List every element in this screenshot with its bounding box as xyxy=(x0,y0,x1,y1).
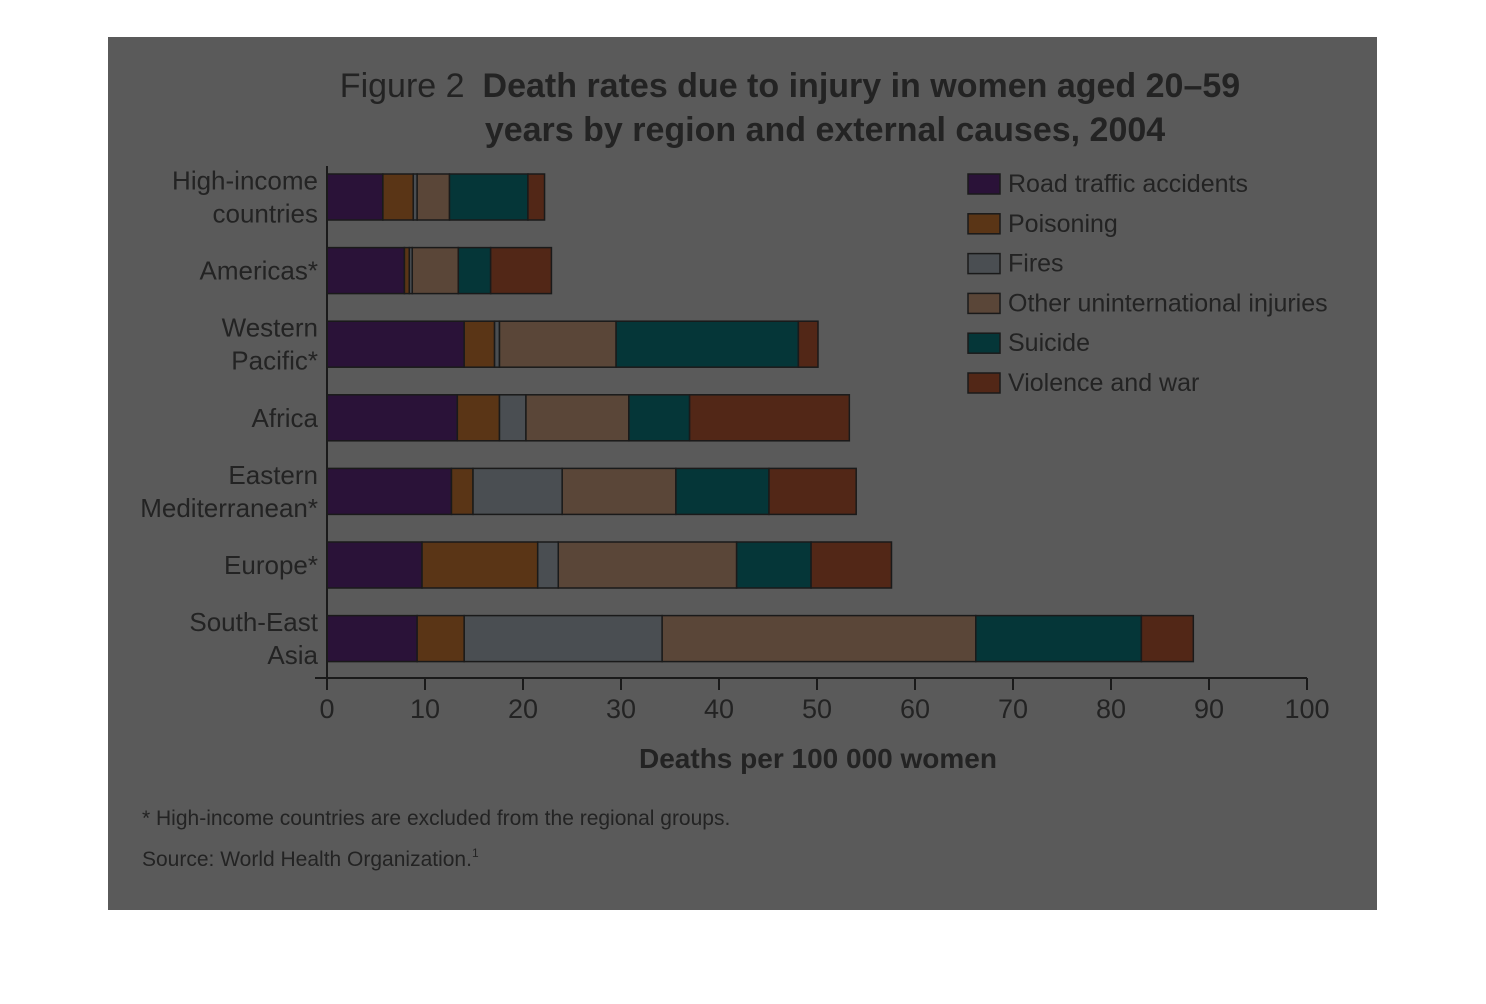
legend-label-poisoning: Poisoning xyxy=(1008,210,1118,238)
footnote-high-income: * High-income countries are excluded fro… xyxy=(142,807,730,830)
category-label-south-east-asia-line-1: South-East xyxy=(189,607,318,637)
source-note: Source: World Health Organization.1 xyxy=(142,846,479,871)
x-tick-label-10: 10 xyxy=(410,694,440,724)
bar-africa-other-uninternational-injuries xyxy=(525,394,630,442)
legend-swatch-road-traffic-accidents xyxy=(967,173,1001,195)
legend-swatch-poisoning xyxy=(967,213,1001,235)
bar-americas-road-traffic-accidents xyxy=(326,246,406,295)
legend-label-suicide: Suicide xyxy=(1008,329,1090,357)
bar-europe-other-uninternational-injuries xyxy=(557,541,738,589)
bar-africa-violence-and-war xyxy=(688,394,851,442)
bar-western-pacific-suicide xyxy=(615,320,800,368)
bar-south-east-asia-violence-and-war xyxy=(1140,614,1195,663)
x-tick-label-30: 30 xyxy=(606,694,636,724)
x-tick-label-40: 40 xyxy=(704,694,734,724)
x-axis: 0 10 20 30 40 50 60 70 80 90 100 xyxy=(315,166,1330,724)
category-label-europe: Europe* xyxy=(224,550,318,580)
bar-high-income-countries-suicide xyxy=(448,173,529,221)
category-label-high-income-countries-line-1: High-income xyxy=(172,166,318,196)
bar-africa-road-traffic-accidents xyxy=(326,394,459,442)
chart-title-line-1: Figure 2 Death rates due to injury in wom… xyxy=(340,67,1240,105)
bar-eastern-mediterranean-road-traffic-accidents xyxy=(326,467,453,516)
bar-south-east-asia-poisoning xyxy=(416,614,465,663)
x-tick-label-60: 60 xyxy=(900,694,930,724)
bar-western-pacific-road-traffic-accidents xyxy=(326,320,465,368)
category-label-eastern-mediterranean-line-1: Eastern xyxy=(228,460,318,490)
bar-high-income-countries-other-uninternational-injuries xyxy=(416,173,451,221)
x-tick-label-20: 20 xyxy=(508,694,538,724)
bars-layer xyxy=(326,173,1195,663)
legend-swatch-other-uninternational-injuries xyxy=(967,292,1001,315)
bar-europe-fires xyxy=(536,541,560,589)
bar-south-east-asia-fires xyxy=(463,614,663,663)
bar-high-income-countries-road-traffic-accidents xyxy=(326,173,384,221)
bar-eastern-mediterranean-other-uninternational-injuries xyxy=(561,467,677,516)
source-text: Source: World Health Organization. xyxy=(142,848,472,871)
chart-title-text-1: Death rates due to injury in women aged … xyxy=(483,67,1241,105)
category-label-south-east-asia-line-2: Asia xyxy=(267,640,318,670)
bar-western-pacific-other-uninternational-injuries xyxy=(498,320,617,368)
bar-africa-suicide xyxy=(628,394,691,442)
bar-americas-other-uninternational-injuries xyxy=(411,246,460,295)
legend-swatch-fires xyxy=(967,252,1001,275)
legend-label-road-traffic-accidents: Road traffic accidents xyxy=(1008,170,1248,198)
bar-africa-poisoning xyxy=(456,394,501,442)
bar-americas-suicide xyxy=(457,246,492,295)
legend-label-fires: Fires xyxy=(1008,250,1064,278)
bar-eastern-mediterranean-fires xyxy=(472,467,563,516)
bar-south-east-asia-suicide xyxy=(975,614,1143,663)
bar-europe-suicide xyxy=(735,541,812,589)
category-label-americas: Americas* xyxy=(200,256,318,286)
bar-europe-road-traffic-accidents xyxy=(326,541,423,589)
x-axis-title: Deaths per 100 000 women xyxy=(639,743,997,774)
chart-title-line-2: years by region and external causes, 200… xyxy=(485,111,1165,149)
bar-high-income-countries-violence-and-war xyxy=(527,173,546,221)
category-label-africa: Africa xyxy=(252,403,319,433)
bar-europe-poisoning xyxy=(421,541,539,589)
bar-high-income-countries-poisoning xyxy=(382,173,414,221)
legend-label-other-uninternational-injuries: Other uninternational injuries xyxy=(1008,289,1328,317)
legend-swatch-violence-and-war xyxy=(967,372,1001,394)
category-label-high-income-countries-line-2: countries xyxy=(213,199,319,229)
x-tick-label-90: 90 xyxy=(1194,694,1224,724)
figure-number: Figure 2 xyxy=(340,67,465,105)
bar-eastern-mediterranean-poisoning xyxy=(450,467,474,516)
legend: Road traffic accidents Poisoning Fires Othe… xyxy=(967,170,1328,397)
x-tick-label-100: 100 xyxy=(1284,694,1329,724)
bar-americas-violence-and-war xyxy=(489,246,553,295)
bar-eastern-mediterranean-violence-and-war xyxy=(768,467,857,516)
category-label-western-pacific-line-2: Pacific* xyxy=(231,346,318,376)
bar-western-pacific-violence-and-war xyxy=(797,320,819,368)
bar-western-pacific-poisoning xyxy=(463,320,496,368)
category-label-eastern-mediterranean-line-2: Mediterranean* xyxy=(140,493,318,523)
bar-south-east-asia-other-uninternational-injuries xyxy=(661,614,977,663)
x-tick-label-80: 80 xyxy=(1096,694,1126,724)
x-tick-label-0: 0 xyxy=(319,694,334,724)
x-tick-label-70: 70 xyxy=(998,694,1028,724)
category-label-western-pacific-line-1: Western xyxy=(222,313,318,343)
bar-africa-fires xyxy=(498,394,527,442)
bar-south-east-asia-road-traffic-accidents xyxy=(326,614,418,663)
legend-label-violence-and-war: Violence and war xyxy=(1008,369,1199,397)
bar-eastern-mediterranean-suicide xyxy=(675,467,770,516)
source-superscript: 1 xyxy=(472,846,479,860)
legend-swatch-suicide xyxy=(967,332,1001,354)
bar-europe-violence-and-war xyxy=(810,541,893,589)
x-tick-label-50: 50 xyxy=(802,694,832,724)
